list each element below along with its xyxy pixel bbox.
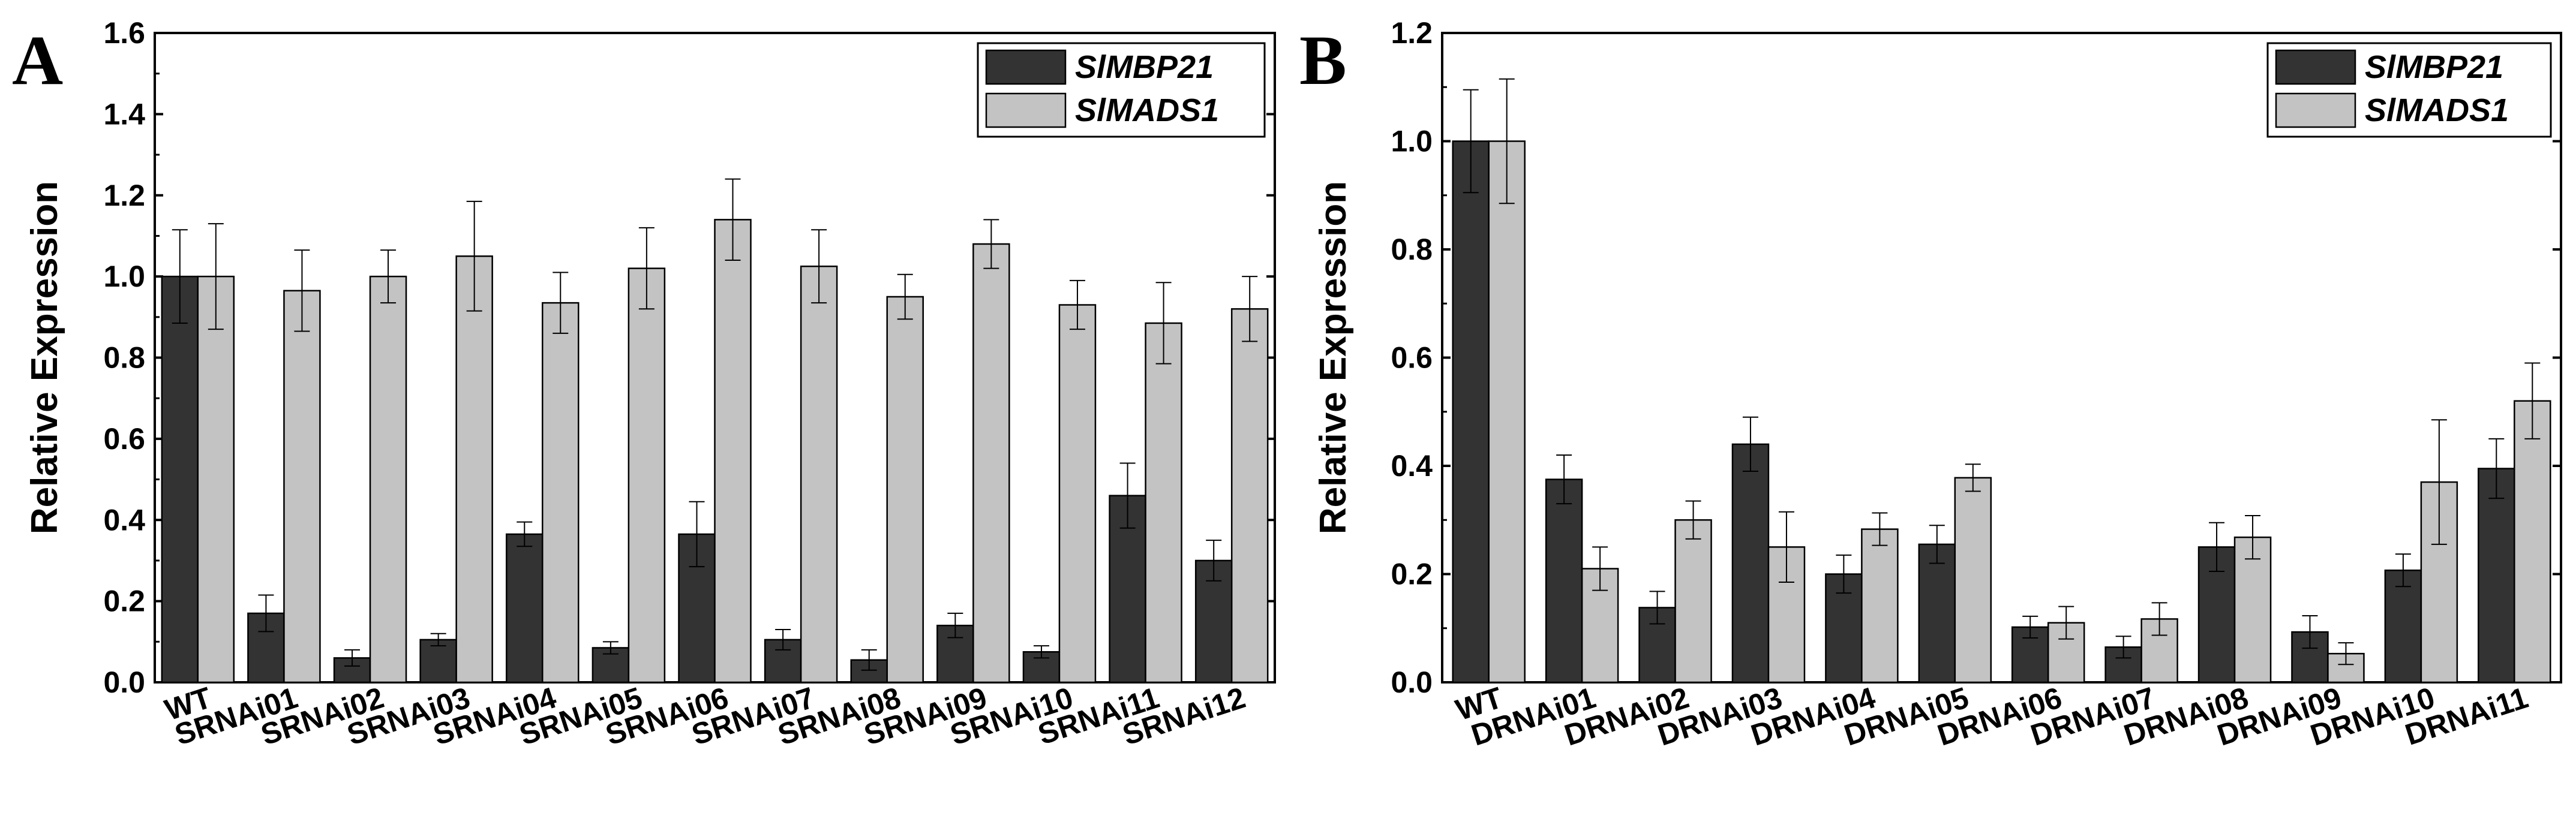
bar-slmbp21 <box>2478 468 2515 683</box>
bar-slmads1 <box>1674 519 1712 683</box>
bar-slmads1 <box>2233 536 2272 683</box>
y-tick-label: 0.6 <box>103 422 145 456</box>
bar-slmads1 <box>2514 400 2551 683</box>
y-tick-label: 0.8 <box>103 341 145 375</box>
bar-slmbp21 <box>1545 478 1583 683</box>
y-tick-label: 0.0 <box>103 666 145 699</box>
bar-slmads1 <box>1058 304 1097 683</box>
bar-slmads1 <box>369 275 407 683</box>
bar-slmads1 <box>1488 140 1526 683</box>
y-tick-label: 0.6 <box>1391 341 1433 375</box>
y-tick-label: 0.2 <box>1391 558 1433 591</box>
y-tick-label: 0.4 <box>103 503 145 537</box>
bar-slmbp21 <box>2384 569 2422 683</box>
y-axis-title: Relative Expression <box>24 181 65 534</box>
bar-slmads1 <box>972 243 1010 683</box>
y-tick-label: 0.8 <box>1391 233 1433 266</box>
legend-entry: SlMADS1 <box>1075 92 1219 128</box>
bar-slmads1 <box>1861 528 1899 683</box>
y-tick-label: 1.2 <box>103 179 145 212</box>
bar-slmads1 <box>1230 308 1269 683</box>
legend-swatch <box>2275 92 2356 128</box>
chart-panel-a: 0.0 0.2 0.4 0.6 0.8 1.0 1.2 1.4 1.6 Relative Expr… <box>12 16 1276 752</box>
y-tick-label: 0.0 <box>1391 666 1433 699</box>
bar-slmads1 <box>628 267 666 683</box>
y-tick-label: 1.2 <box>1391 16 1433 50</box>
bar-slmbp21 <box>161 275 199 683</box>
legend-swatch <box>2275 49 2356 85</box>
legend-entry: SlMBP21 <box>2365 49 2503 85</box>
y-tick-label: 1.4 <box>103 97 145 131</box>
bar-slmads1 <box>886 296 924 683</box>
legend-entry: SlMBP21 <box>1075 49 1214 85</box>
bar-slmads1 <box>283 290 321 683</box>
panel-label: B <box>1299 21 1347 100</box>
y-tick-label: 0.2 <box>103 585 145 618</box>
bar-slmbp21 <box>1731 443 1770 683</box>
bar-slmads1 <box>542 302 580 683</box>
bar-slmads1 <box>1145 322 1182 683</box>
y-axis-title: Relative Expression <box>1313 181 1354 534</box>
bar-slmbp21 <box>1918 543 1956 683</box>
y-tick-label: 1.0 <box>1391 125 1433 158</box>
y-tick-label: 1.6 <box>103 16 145 50</box>
bar-slmads1 <box>455 255 493 683</box>
chart-panel-b: 0.0 0.2 0.4 0.6 0.8 1.0 1.2 Relative Expression… <box>1299 16 2562 752</box>
bar-slmbp21 <box>1452 140 1490 683</box>
bar-slmbp21 <box>506 533 544 683</box>
bar-slmbp21 <box>419 639 457 683</box>
bar-slmads1 <box>800 265 838 683</box>
y-tick-label: 1.0 <box>103 260 145 293</box>
bar-slmads1 <box>1954 477 1992 683</box>
legend-swatch <box>985 49 1067 85</box>
panel-label: A <box>12 21 63 100</box>
bar-slmads1 <box>714 219 752 683</box>
bar-slmbp21 <box>2011 626 2049 683</box>
y-tick-label: 0.4 <box>1391 449 1433 483</box>
legend-entry: SlMADS1 <box>2365 92 2509 128</box>
bar-slmads1 <box>2420 481 2458 683</box>
legend-swatch <box>985 92 1067 128</box>
bar-slmbp21 <box>2104 646 2142 683</box>
bar-slmbp21 <box>1825 573 1863 683</box>
bar-slmads1 <box>197 275 235 683</box>
